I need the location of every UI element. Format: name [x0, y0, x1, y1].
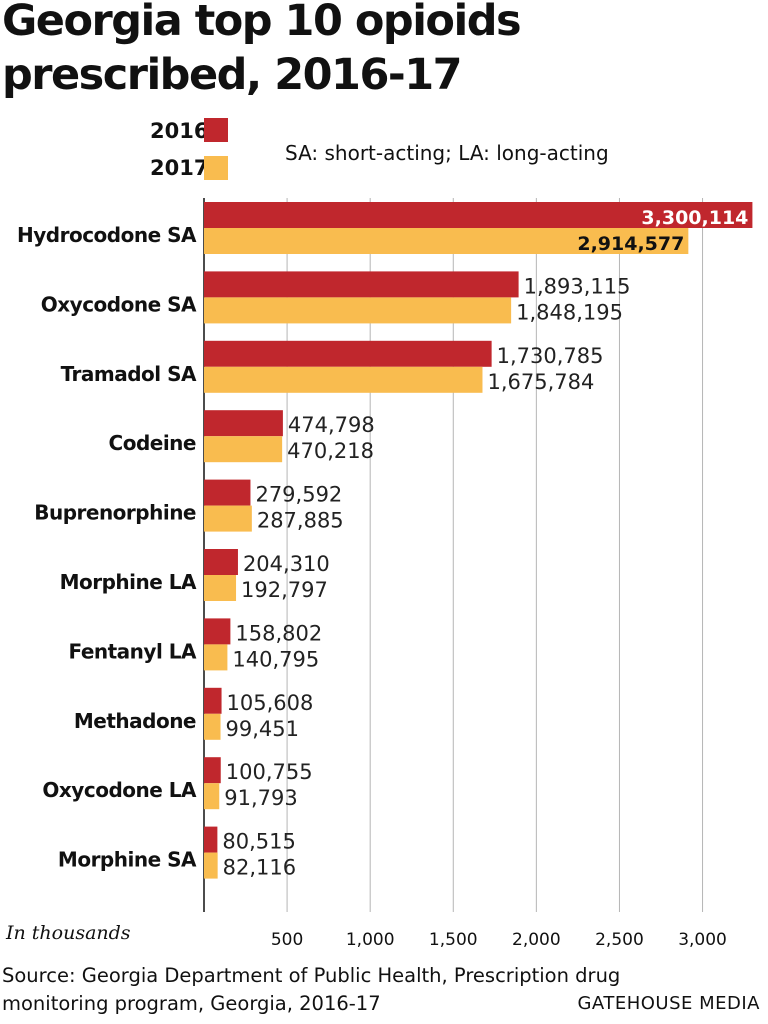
legend-label-2017: 2017	[150, 156, 209, 180]
category-label-methadone: Methadone	[74, 709, 196, 733]
bar-2016-morphine-sa	[204, 826, 218, 853]
bar-2017-hydrocodone-sa	[204, 228, 689, 254]
category-label-morphine-la: Morphine LA	[60, 570, 197, 594]
bar-2017-codeine	[204, 436, 283, 463]
data-label-2017-oxycodone-la: 91,793	[224, 786, 297, 810]
data-label-2017-hydrocodone-sa: 2,914,577	[577, 233, 684, 255]
data-label-2016-fentanyl-la: 158,802	[235, 621, 322, 645]
data-label-2016-hydrocodone-sa: 3,300,114	[641, 207, 748, 229]
data-label-2016-morphine-sa: 80,515	[222, 830, 295, 854]
bar-2017-tramadol-sa	[204, 366, 483, 393]
data-label-2016-codeine: 474,798	[288, 413, 375, 437]
data-label-2017-buprenorphine: 287,885	[257, 509, 344, 533]
data-label-2017-tramadol-sa: 1,675,784	[487, 370, 594, 394]
bar-2017-fentanyl-la	[204, 644, 228, 671]
legend-label-2016: 2016	[150, 119, 209, 143]
x-tick-label-3000: 3,000	[678, 930, 727, 950]
data-label-2016-methadone: 105,608	[227, 691, 314, 715]
bar-2016-hydrocodone-sa	[204, 202, 753, 228]
category-label-codeine: Codeine	[109, 431, 196, 455]
chart-title: Georgia top 10 opioids prescribed, 2016-…	[2, 0, 522, 100]
data-label-2017-codeine: 470,218	[287, 439, 374, 463]
category-label-hydrocodone-sa: Hydrocodone SA	[17, 223, 197, 247]
abbreviation-note: SA: short-acting; LA: long-acting	[285, 141, 609, 165]
bar-2016-morphine-la	[204, 549, 238, 575]
data-label-2017-morphine-la: 192,797	[241, 578, 328, 602]
x-tick-label-1000: 1,000	[346, 930, 395, 950]
category-label-tramadol-sa: Tramadol SA	[61, 362, 197, 386]
data-label-2016-tramadol-sa: 1,730,785	[497, 344, 604, 368]
bar-2016-oxycodone-la	[204, 757, 221, 784]
bar-2016-methadone	[204, 687, 222, 714]
x-tick-label-500: 500	[271, 930, 303, 950]
data-label-2016-buprenorphine: 279,592	[255, 483, 342, 507]
bar-2017-methadone	[204, 713, 221, 740]
data-label-2017-fentanyl-la: 140,795	[232, 647, 319, 671]
data-label-2016-oxycodone-sa: 1,893,115	[524, 274, 631, 298]
category-label-morphine-sa: Morphine SA	[58, 848, 197, 872]
bar-2016-fentanyl-la	[204, 618, 231, 645]
category-label-oxycodone-sa: Oxycodone SA	[41, 292, 197, 316]
bar-2016-oxycodone-sa	[204, 271, 519, 298]
x-tick-label-1500: 1,500	[429, 930, 478, 950]
category-label-buprenorphine: Buprenorphine	[34, 501, 196, 525]
x-tick-label-2000: 2,000	[512, 930, 561, 950]
bar-2017-buprenorphine	[204, 505, 252, 532]
legend-swatch-2016	[204, 118, 228, 142]
bar-2017-morphine-la	[204, 575, 237, 601]
bar-2016-tramadol-sa	[204, 340, 492, 367]
bar-2017-morphine-sa	[204, 852, 218, 879]
source-note: Source: Georgia Department of Public Hea…	[2, 964, 621, 1015]
category-label-oxycodone-la: Oxycodone LA	[42, 778, 197, 802]
bar-2016-codeine	[204, 410, 283, 437]
bar-2017-oxycodone-sa	[204, 297, 512, 324]
bar-2017-oxycodone-la	[204, 783, 220, 810]
category-label-fentanyl-la: Fentanyl LA	[68, 639, 197, 663]
legend-swatch-2017	[204, 156, 228, 180]
credit-line: GATEHOUSE MEDIA	[577, 993, 760, 1014]
data-label-2017-methadone: 99,451	[226, 717, 299, 741]
units-label: In thousands	[6, 922, 131, 944]
data-label-2016-morphine-la: 204,310	[243, 552, 330, 576]
data-label-2017-morphine-sa: 82,116	[223, 856, 296, 880]
data-label-2016-oxycodone-la: 100,755	[226, 760, 313, 784]
bar-2016-buprenorphine	[204, 479, 251, 506]
x-tick-label-2500: 2,500	[595, 930, 644, 950]
data-label-2017-oxycodone-sa: 1,848,195	[516, 300, 623, 324]
